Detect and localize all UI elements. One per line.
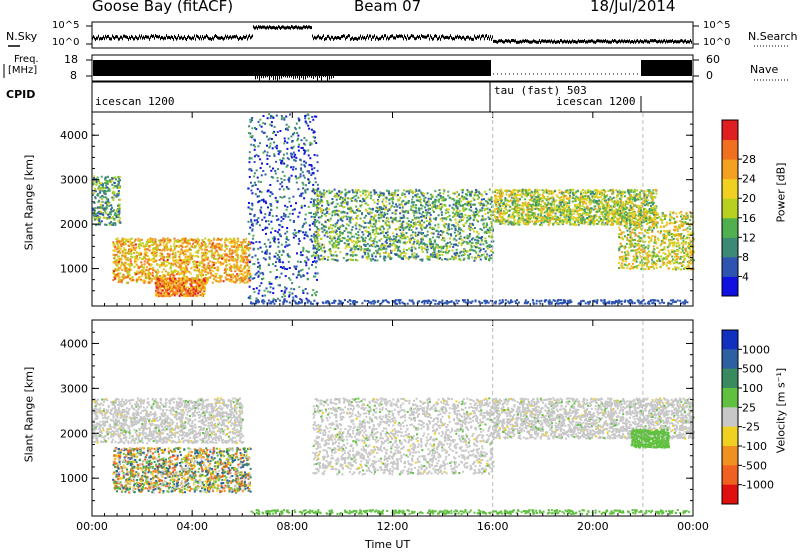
- x-tick-label: 12:00: [377, 520, 409, 533]
- velocity-ylabel: Slant Range [km]: [23, 360, 36, 470]
- x-tick-label: 20:00: [577, 520, 609, 533]
- colorbar-tick-label: 25: [742, 401, 756, 414]
- range-time-plots: 00:00 04:00 08:00 12:00 16:00 20:00 00:00 1000 2…: [0, 0, 800, 554]
- colorbar-tick-label: 16: [742, 212, 756, 225]
- colorbar-tick-label: 8: [742, 251, 749, 264]
- power-colorbar: 4 8 12 16 20 24 28: [722, 120, 756, 297]
- colorbar-tick-label: 28: [742, 153, 756, 166]
- velocity-scatter: [92, 397, 695, 515]
- colorbar-tick-label: 24: [742, 173, 756, 186]
- y-tick-label: 3000: [60, 174, 88, 187]
- colorbar-tick-label: 500: [742, 363, 763, 376]
- xaxis-label: Time UT: [365, 538, 410, 551]
- power-scatter: [92, 113, 695, 305]
- colorbar-tick-label: -1000: [742, 479, 774, 492]
- x-tick-label: 08:00: [276, 520, 308, 533]
- velocity-colorbar: 1000 500 100 25 -25 -100 -500 -1000: [722, 330, 774, 505]
- y-tick-label: 4000: [60, 337, 88, 350]
- x-tick-label: 04:00: [176, 520, 208, 533]
- velocity-colorbar-label: Velocity [m s⁻¹]: [775, 356, 788, 466]
- x-tick-label: 00:00: [677, 520, 709, 533]
- y-tick-label: 3000: [60, 382, 88, 395]
- y-tick-label: 1000: [60, 472, 88, 485]
- y-tick-label: 2000: [60, 427, 88, 440]
- colorbar-tick-label: 20: [742, 192, 756, 205]
- power-ylabel: Slant Range [km]: [23, 148, 36, 258]
- colorbar-tick-label: 4: [742, 270, 749, 283]
- x-tick-label: 00:00: [76, 520, 108, 533]
- colorbar-tick-label: -100: [742, 440, 767, 453]
- colorbar-tick-label: 12: [742, 231, 756, 244]
- y-tick-label: 4000: [60, 129, 88, 142]
- colorbar-tick-label: -25: [742, 421, 760, 434]
- x-tick-label: 16:00: [477, 520, 509, 533]
- y-tick-label: 1000: [60, 263, 88, 276]
- power-colorbar-label: Power [dB]: [775, 138, 788, 248]
- colorbar-tick-label: 1000: [742, 343, 770, 356]
- colorbar-tick-label: -500: [742, 459, 767, 472]
- colorbar-tick-label: 100: [742, 382, 763, 395]
- y-tick-label: 2000: [60, 218, 88, 231]
